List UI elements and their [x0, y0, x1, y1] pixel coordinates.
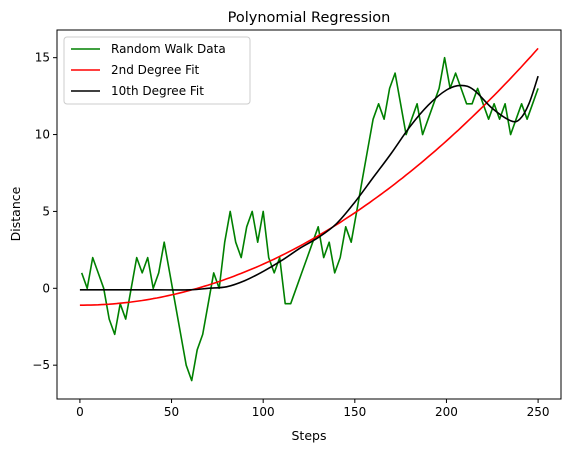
legend-label: Random Walk Data: [111, 42, 226, 56]
y-tick-label: 0: [42, 281, 50, 295]
y-axis: −5 0 5 10 15: [32, 51, 57, 372]
x-tick-label: 150: [343, 405, 366, 419]
y-tick-label: 15: [35, 51, 50, 65]
y-tick-label: 5: [42, 204, 50, 218]
legend-label: 2nd Degree Fit: [111, 63, 200, 77]
legend-label: 10th Degree Fit: [111, 84, 204, 98]
legend-box: [63, 36, 251, 105]
x-axis: 0 50 100 150 200 250: [76, 399, 550, 419]
x-tick-label: 100: [252, 405, 275, 419]
series-line-random-walk-data: [80, 56, 539, 382]
y-axis-label: Distance: [8, 186, 23, 241]
series-line-2nd-degree-fit: [79, 47, 539, 306]
series-line-10th-degree-fit: [79, 75, 539, 291]
legend: Random Walk Data 2nd Degree Fit 10th Degre…: [63, 36, 251, 105]
chart-title: Polynomial Regression: [228, 10, 391, 26]
y-tick-label: 10: [35, 128, 50, 142]
x-tick-label: 50: [164, 405, 179, 419]
y-tick-label: −5: [32, 358, 50, 372]
x-axis-label: Steps: [292, 428, 327, 443]
x-tick-label: 0: [76, 405, 84, 419]
x-tick-label: 200: [435, 405, 458, 419]
axes-frame: [56, 29, 562, 400]
x-tick-label: 250: [527, 405, 550, 419]
